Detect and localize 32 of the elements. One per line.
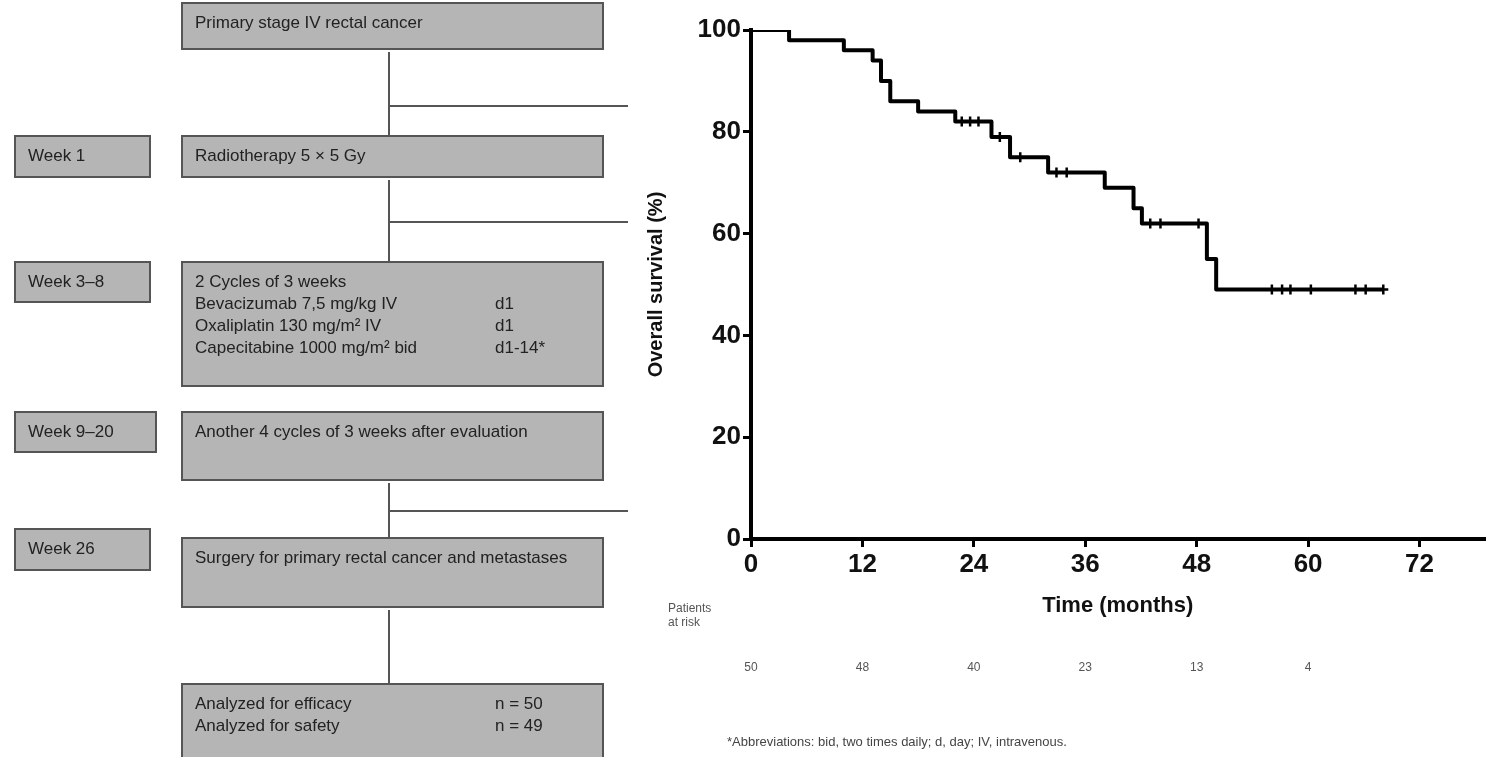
text: Week 26 bbox=[28, 538, 96, 560]
x-tick-label: 36 bbox=[1070, 547, 1100, 578]
x-tick-label: 24 bbox=[959, 547, 989, 578]
text: 23 bbox=[1078, 660, 1093, 675]
text: Analyzed for efficacy n = 50 Analyzed for safety n = 49 bbox=[195, 694, 543, 735]
text: Week 9–20 bbox=[28, 421, 115, 443]
text: Another 4 cycles of 3 weeks after evaluation bbox=[195, 421, 529, 443]
text: 40 bbox=[967, 660, 981, 675]
text: Radiotherapy 5 × 5 Gy bbox=[195, 145, 367, 167]
y-tick-label: 0 bbox=[726, 522, 741, 553]
text: *Abbreviations: bid, two times daily; d, day; IV, intravenous. bbox=[727, 734, 1067, 749]
text: 4 bbox=[1304, 660, 1312, 675]
text: Week 1 bbox=[28, 145, 87, 167]
y-tick-label: 100 bbox=[697, 13, 741, 44]
text: Week 3–8 bbox=[28, 271, 106, 293]
y-tick-label: 20 bbox=[712, 420, 741, 451]
text: 48 bbox=[855, 660, 870, 675]
text: 2 Cycles of 3 weeks Bevacizumab 7,5 mg/kg IV d1 Oxaliplatin 130 mg/m² IV d1 Capecitabine 1000 mg/m² bid d1-14* bbox=[195, 272, 546, 357]
y-tick-label: 80 bbox=[712, 114, 741, 145]
x-tick-label: 48 bbox=[1182, 547, 1212, 578]
x-tick-label: 60 bbox=[1293, 547, 1323, 578]
y-axis-title: Overall survival (%) bbox=[643, 191, 666, 378]
text: 13 bbox=[1189, 660, 1204, 675]
x-tick-label: 12 bbox=[847, 547, 877, 578]
text: Surgery for primary rectal cancer and metastases bbox=[195, 547, 569, 569]
text: 50 bbox=[744, 660, 758, 675]
y-tick-label: 60 bbox=[712, 216, 741, 247]
text: Patients at risk bbox=[668, 601, 712, 630]
x-axis-title: Time (months) bbox=[1042, 591, 1194, 617]
y-tick-label: 40 bbox=[712, 318, 741, 349]
text: Primary stage IV rectal cancer bbox=[195, 12, 424, 34]
x-tick-label: 72 bbox=[1405, 547, 1434, 578]
